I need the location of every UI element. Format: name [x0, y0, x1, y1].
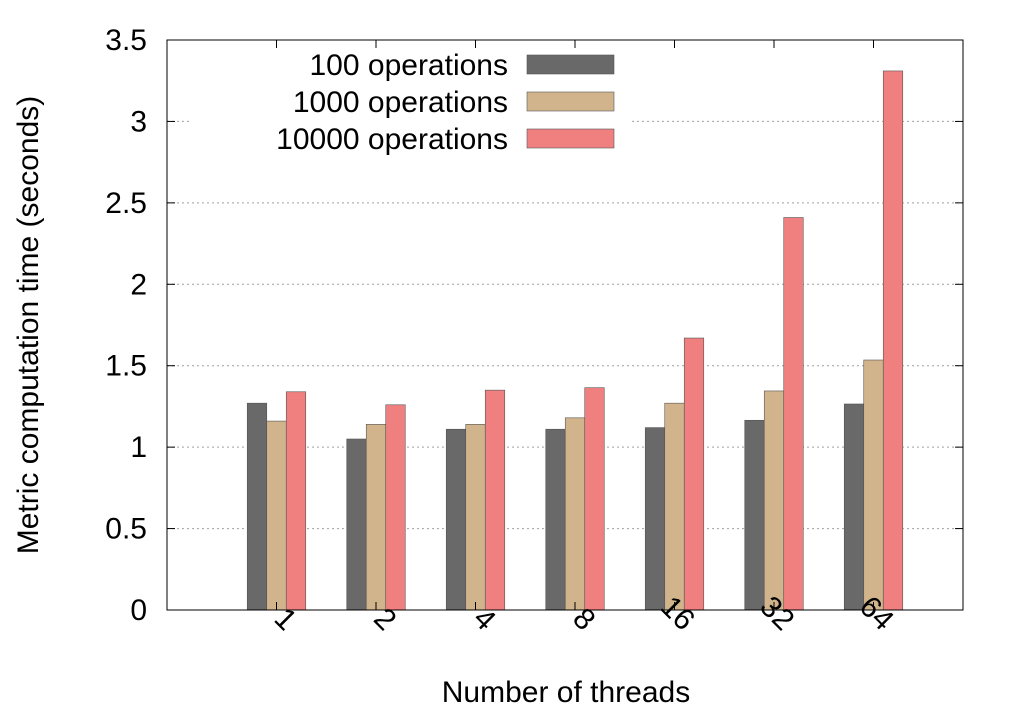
legend-label: 100 operations: [310, 49, 509, 82]
bar-10000-operations-8: [584, 387, 605, 611]
bar-1000-operations-32: [763, 390, 785, 611]
bar-100-operations-16: [644, 427, 666, 611]
y-tick-label: 2.5: [105, 187, 147, 220]
legend-swatch: [526, 128, 615, 149]
y-tick-label: 0.5: [105, 513, 147, 546]
bars: [246, 70, 904, 611]
y-axis-title: Metric computation time (seconds): [12, 96, 45, 555]
bar-10000-operations-2: [385, 404, 406, 611]
bar-1000-operations-16: [664, 402, 685, 611]
y-tick-label: 1: [130, 431, 147, 464]
bar-1000-operations-8: [564, 417, 586, 611]
legend-swatch: [526, 54, 615, 75]
legend-label: 1000 operations: [293, 86, 508, 119]
bar-10000-operations-32: [783, 217, 804, 611]
y-tick-label: 1.5: [105, 350, 147, 383]
bar-1000-operations-1: [266, 420, 287, 611]
bar-100-operations-1: [246, 402, 268, 611]
plot-frame: [166, 39, 964, 611]
bar-100-operations-32: [744, 419, 765, 611]
y-tick-label: 2: [130, 268, 147, 301]
bar-1000-operations-4: [465, 424, 486, 611]
y-axis-ticks: 0 0.5 1 1.5 2 2.5 3 3.5: [105, 24, 963, 627]
y-tick-label: 3.5: [105, 24, 147, 57]
legend-label: 10000 operations: [276, 123, 508, 156]
bar-1000-operations-64: [863, 359, 884, 611]
bar-10000-operations-64: [882, 70, 904, 611]
bar-100-operations-64: [843, 403, 865, 611]
bar-1000-operations-2: [365, 424, 387, 611]
x-axis-title: Number of threads: [442, 676, 690, 709]
legend: 100 operations 1000 operations 10000 opera…: [190, 42, 630, 160]
y-tick-label: 0: [130, 594, 147, 627]
bar-100-operations-2: [346, 438, 367, 611]
legend-swatch: [526, 91, 615, 112]
y-tick-label: 3: [130, 105, 147, 138]
bar-100-operations-8: [545, 428, 566, 611]
bar-10000-operations-1: [285, 391, 307, 611]
bar-10000-operations-4: [484, 389, 506, 611]
bar-100-operations-4: [445, 428, 467, 611]
bar-10000-operations-16: [683, 337, 705, 611]
